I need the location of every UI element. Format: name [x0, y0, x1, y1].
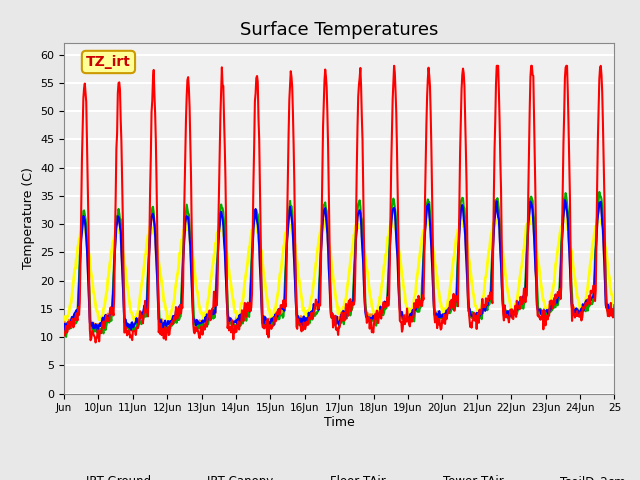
TsoilD_2cm — [275, 287, 282, 293]
X-axis label: Time: Time — [324, 416, 355, 429]
IRT Canopy — [254, 222, 262, 228]
IRT Ground — [397, 319, 405, 324]
IRT Canopy — [94, 328, 102, 334]
TsoilD_2cm — [611, 304, 618, 310]
Tower TAir — [397, 312, 404, 318]
TsoilD_2cm — [61, 317, 69, 323]
IRT Ground — [428, 193, 436, 199]
Tower TAir — [562, 197, 570, 203]
Legend: IRT Ground, IRT Canopy, Floor TAir, Tower TAir, TsoilD_2cm: IRT Ground, IRT Canopy, Floor TAir, Towe… — [48, 470, 630, 480]
Tower TAir — [275, 312, 282, 317]
Text: TZ_irt: TZ_irt — [86, 55, 131, 69]
Floor TAir — [595, 189, 603, 195]
Tower TAir — [125, 324, 133, 330]
Floor TAir — [125, 323, 133, 328]
IRT Canopy — [60, 327, 68, 333]
IRT Ground — [60, 331, 68, 336]
Y-axis label: Temperature (C): Temperature (C) — [22, 168, 35, 269]
IRT Ground — [275, 307, 282, 312]
Line: IRT Canopy: IRT Canopy — [64, 200, 614, 331]
Tower TAir — [611, 304, 618, 310]
TsoilD_2cm — [125, 298, 133, 304]
IRT Canopy — [428, 246, 435, 252]
TsoilD_2cm — [60, 315, 68, 321]
TsoilD_2cm — [428, 234, 435, 240]
IRT Ground — [227, 326, 234, 332]
Line: TsoilD_2cm: TsoilD_2cm — [64, 217, 614, 320]
Tower TAir — [254, 218, 262, 224]
TsoilD_2cm — [526, 215, 534, 220]
IRT Canopy — [397, 312, 404, 318]
IRT Ground — [390, 63, 398, 69]
Floor TAir — [62, 334, 70, 340]
Line: Tower TAir: Tower TAir — [64, 200, 614, 328]
Line: IRT Ground: IRT Ground — [64, 66, 614, 342]
Tower TAir — [227, 315, 234, 321]
IRT Canopy — [611, 312, 618, 318]
IRT Canopy — [275, 306, 282, 312]
IRT Canopy — [125, 322, 133, 327]
Floor TAir — [275, 314, 282, 320]
IRT Ground — [125, 327, 133, 333]
IRT Canopy — [561, 197, 569, 203]
Floor TAir — [254, 212, 262, 217]
Line: Floor TAir: Floor TAir — [64, 192, 614, 337]
Floor TAir — [428, 231, 435, 237]
TsoilD_2cm — [254, 230, 262, 236]
TsoilD_2cm — [397, 258, 404, 264]
TsoilD_2cm — [227, 278, 234, 284]
IRT Ground — [92, 339, 99, 345]
Tower TAir — [60, 321, 68, 326]
IRT Ground — [254, 79, 262, 85]
Floor TAir — [60, 327, 68, 333]
IRT Ground — [611, 302, 618, 308]
Title: Surface Temperatures: Surface Temperatures — [240, 21, 438, 39]
Tower TAir — [89, 325, 97, 331]
Floor TAir — [611, 308, 618, 314]
Floor TAir — [397, 312, 404, 318]
Floor TAir — [227, 321, 234, 326]
Tower TAir — [428, 246, 435, 252]
IRT Canopy — [227, 315, 234, 321]
